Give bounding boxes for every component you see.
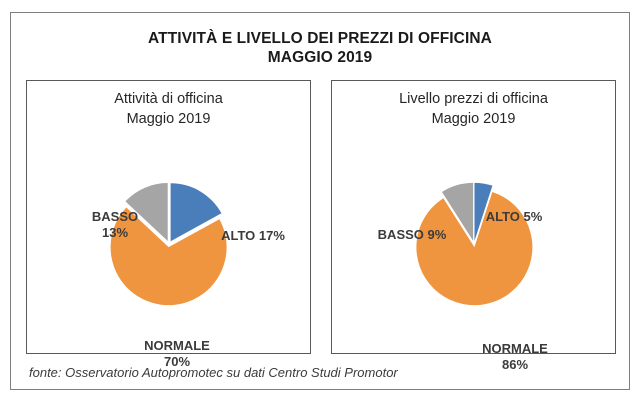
pie-label-basso-livello-prezzi-name: BASSO [377,227,424,242]
chart-card-frame: ATTIVITÀ E LIVELLO DEI PREZZI DI OFFICIN… [10,12,630,390]
pie-label-normale-attivita: NORMALE 70% [122,338,232,370]
chart-title-livello-prezzi-line-1: Livello prezzi di officina [399,91,548,107]
pie-label-alto-livello-prezzi: ALTO 5% [472,209,556,225]
chart-title-livello-prezzi: Livello prezzi di officina Maggio 2019 [332,89,615,129]
chart-title-livello-prezzi-line-2: Maggio 2019 [431,111,516,127]
pie-label-alto-attivita-value: 17% [258,228,285,243]
source-note: fonte: Osservatorio Autopromotec su dati… [29,365,398,380]
pie-slice-alto [474,182,492,241]
chart-title-attivita-line-1: Attività di officina [114,91,223,107]
pie-label-alto-attivita: ALTO 17% [207,228,299,244]
page-title-line-2: MAGGIO 2019 [267,49,373,66]
pie-label-basso-attivita: BASSO 13% [82,209,148,241]
pie-slice-basso [124,183,168,242]
pie-label-normale-livello-prezzi: NORMALE 86% [460,341,570,373]
page-title-line-1: ATTIVITÀ E LIVELLO DEI PREZZI DI OFFICIN… [148,30,492,47]
pie-slice-alto [170,183,221,242]
pie-label-basso-livello-prezzi: BASSO 9% [364,227,460,243]
chart-title-attivita-line-2: Maggio 2019 [126,111,211,127]
pie-label-normale-livello-prezzi-value: 86% [501,357,529,372]
pie-label-alto-livello-prezzi-value: 5% [523,209,543,224]
pie-chart-attivita-svg [110,183,227,306]
chart-panel-livello-prezzi: Livello prezzi di officina Maggio 2019 B… [331,80,616,372]
chart-panel-attivita: Attività di officina Maggio 2019 BASSO 1… [26,80,311,369]
pie-label-basso-livello-prezzi-value: 9% [427,227,447,242]
chart-panels-row: Attività di officina Maggio 2019 BASSO 1… [26,80,616,372]
pie-slice-basso [441,182,473,241]
pie-chart-livello-prezzi: BASSO 9% ALTO 5% NORMALE 86% [332,133,615,372]
pie-slice-normale [415,192,532,306]
pie-label-basso-attivita-name: BASSO [91,209,139,224]
chart-title-attivita: Attività di officina Maggio 2019 [27,89,310,129]
pie-chart-attivita: BASSO 13% ALTO 17% NORMALE 70% [27,133,310,369]
page-title: ATTIVITÀ E LIVELLO DEI PREZZI DI OFFICIN… [11,29,629,67]
pie-label-basso-attivita-value: 13% [101,225,129,240]
pie-label-alto-livello-prezzi-name: ALTO [485,209,520,224]
pie-label-normale-livello-prezzi-name: NORMALE [482,341,548,356]
pie-label-normale-attivita-name: NORMALE [144,338,210,353]
pie-label-normale-attivita-value: 70% [163,354,191,369]
pie-label-alto-attivita-name: ALTO [221,228,256,243]
pie-chart-livello-prezzi-svg [415,182,532,306]
pie-slice-normale [110,207,227,306]
